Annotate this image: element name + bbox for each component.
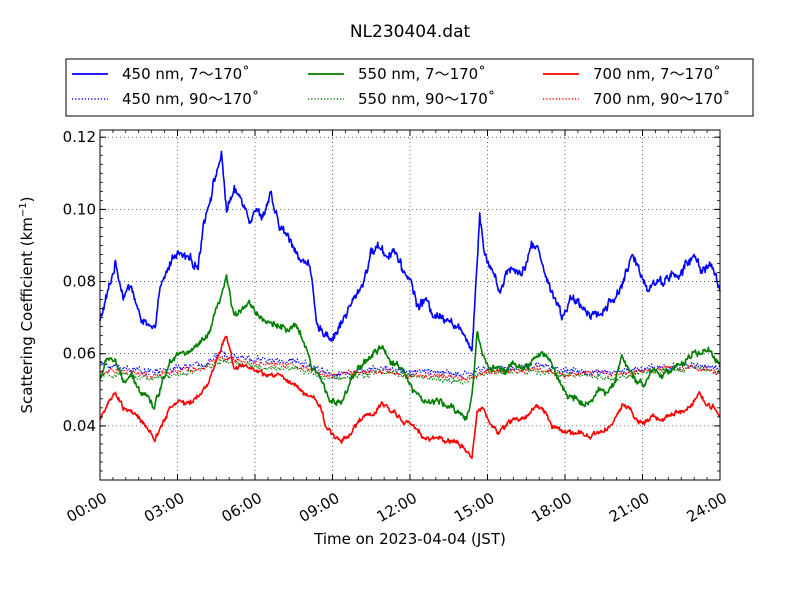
x-axis-label: Time on 2023-04-04 (JST) — [313, 530, 506, 548]
y-axis-label: Scattering Coefficient (km−1) — [18, 196, 36, 413]
y-tick-labels: 0.04 0.06 0.08 0.10 0.12 — [63, 128, 96, 435]
series-line-550-nm-7-170 — [99, 274, 721, 421]
x-tick-labels: 00:00 03:00 06:00 09:00 12:00 15:00 18:00 21:00… — [64, 489, 730, 526]
x-tick-label: 03:00 — [141, 489, 187, 526]
legend-label: 450 nm, 90～170˚ — [122, 90, 259, 108]
y-axis-label-main: Scattering Coefficient (km — [18, 217, 36, 413]
legend-label: 550 nm, 7～170˚ — [358, 65, 486, 83]
y-tick-label: 0.10 — [63, 200, 96, 218]
series-line-450-nm-7-170 — [99, 150, 721, 352]
chart-title: NL230404.dat — [350, 22, 471, 42]
y-tick-label: 0.04 — [63, 417, 96, 435]
series-line-700-nm-90-170 — [99, 355, 721, 381]
x-tick-label: 18:00 — [529, 489, 575, 526]
x-tick-label: 24:00 — [684, 489, 730, 526]
x-tick-label: 06:00 — [219, 489, 265, 526]
legend-frame — [65, 58, 754, 117]
series-layer — [99, 150, 721, 460]
series-line-700-nm-7-170 — [99, 335, 721, 460]
y-axis-label-close: ) — [18, 196, 36, 202]
legend: 450 nm, 7～170˚ 450 nm, 90～170˚ 550 nm, 7～1… — [65, 58, 754, 117]
grid-lines — [100, 130, 720, 480]
x-tick-label: 00:00 — [64, 489, 110, 526]
y-tick-label: 0.08 — [63, 273, 96, 291]
legend-label: 700 nm, 7～170˚ — [593, 65, 721, 83]
legend-label: 700 nm, 90～170˚ — [593, 90, 730, 108]
legend-label: 450 nm, 7～170˚ — [122, 65, 250, 83]
axis-ticks — [99, 130, 721, 481]
y-tick-label: 0.12 — [63, 128, 96, 146]
legend-label: 550 nm, 90～170˚ — [358, 90, 495, 108]
x-tick-label: 21:00 — [606, 489, 652, 526]
y-axis-label-exponent: −1 — [18, 202, 29, 217]
y-tick-label: 0.06 — [63, 345, 96, 363]
x-tick-label: 12:00 — [374, 489, 420, 526]
x-tick-label: 15:00 — [451, 489, 497, 526]
x-tick-label: 09:00 — [296, 489, 342, 526]
